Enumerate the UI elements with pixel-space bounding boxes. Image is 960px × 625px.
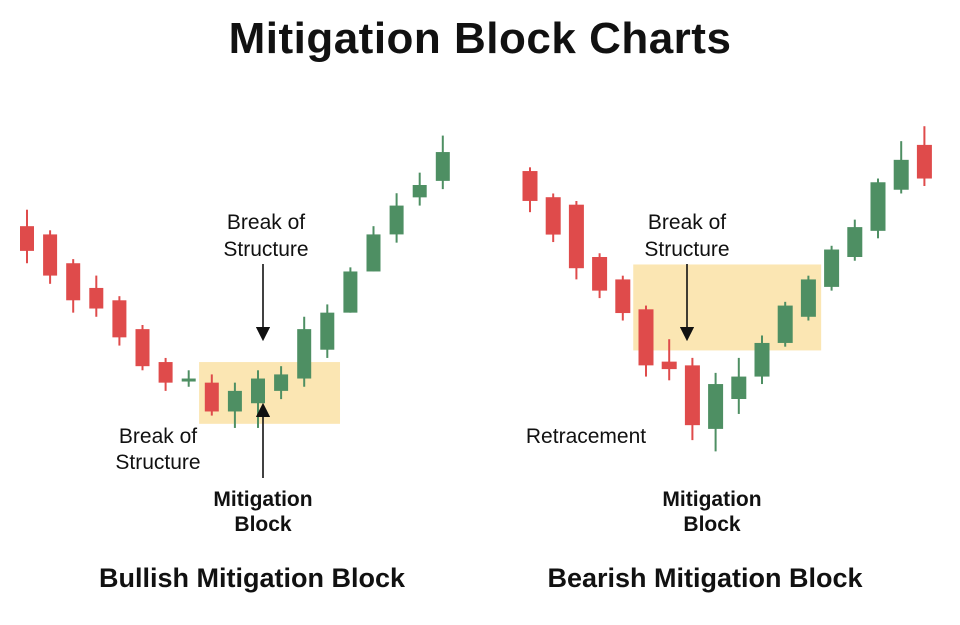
bullish-bos-left-line2: Structure xyxy=(115,451,200,474)
bullish-candle-body xyxy=(158,362,173,383)
bearish-retracement-label: Retracement xyxy=(526,425,646,448)
bearish-candle-body xyxy=(684,365,700,426)
bearish-candle-body xyxy=(592,257,608,291)
bullish-candle-body xyxy=(389,205,404,235)
bullish-candle-body xyxy=(66,263,81,301)
page-title: Mitigation Block Charts xyxy=(228,14,732,63)
bullish-candle-body xyxy=(227,390,242,412)
bullish-candle-body xyxy=(320,312,335,350)
bullish-candle-body xyxy=(274,374,289,391)
bearish-candle-body xyxy=(731,376,747,399)
bearish-candle-body xyxy=(615,279,631,314)
bullish-bos-top-line2: Structure xyxy=(223,238,308,261)
bullish-candle-body xyxy=(435,152,450,181)
bullish-candle-body xyxy=(251,378,265,404)
bullish-candle-body xyxy=(412,185,427,198)
bearish-candles xyxy=(522,126,932,452)
bullish-chart-title: Bullish Mitigation Block xyxy=(99,563,406,593)
bullish-candles xyxy=(20,135,450,428)
bearish-candle-body xyxy=(568,204,584,269)
bullish-mitigation-line2: Block xyxy=(234,513,292,536)
bullish-candle-body xyxy=(297,329,312,379)
bearish-candle-body xyxy=(638,309,654,366)
bearish-zones xyxy=(633,264,822,351)
bearish-candle-body xyxy=(870,182,886,231)
bearish-candle-body xyxy=(708,384,724,429)
bullish-candle-body xyxy=(135,329,150,367)
bullish-candle-body xyxy=(112,300,127,338)
bearish-candle-body xyxy=(916,144,932,179)
bearish-mitigation-line2: Block xyxy=(683,513,741,536)
bearish-candle-body xyxy=(545,197,561,235)
bearish-chart-title: Bearish Mitigation Block xyxy=(547,563,863,593)
bearish-candle-body xyxy=(824,249,840,287)
bullish-bos-left-line1: Break of xyxy=(119,425,197,448)
bullish-candle-body xyxy=(343,271,358,313)
bullish-mitigation-line1: Mitigation xyxy=(213,488,312,511)
bearish-bos-top-line1: Break of xyxy=(648,211,726,234)
bullish-candle-body xyxy=(366,234,381,272)
bearish-candle-body xyxy=(661,361,677,370)
bearish-chart: Break of Structure Retracement Mitigatio… xyxy=(522,126,932,593)
bullish-mitigation-zone xyxy=(199,362,341,424)
bearish-mitigation-zone xyxy=(633,264,822,351)
bearish-candle-body xyxy=(847,227,863,257)
bearish-candle-body xyxy=(800,279,816,317)
bullish-candle-body xyxy=(20,226,34,251)
bearish-candle-body xyxy=(893,159,909,190)
bullish-candle-body xyxy=(89,287,104,309)
bearish-candle-body xyxy=(522,171,538,201)
bullish-candle-body xyxy=(204,382,219,412)
bearish-candle-body xyxy=(777,305,793,343)
bearish-mitigation-line1: Mitigation xyxy=(662,488,761,511)
bullish-chart: Break of Structure Break of Structure Mi… xyxy=(20,135,450,593)
bearish-bos-top-line2: Structure xyxy=(644,238,729,261)
bullish-zones xyxy=(199,362,341,424)
bullish-candle-body xyxy=(181,378,196,382)
bearish-candle-body xyxy=(754,342,770,377)
bullish-bos-top-line1: Break of xyxy=(227,211,305,234)
bullish-candle-body xyxy=(43,234,58,276)
